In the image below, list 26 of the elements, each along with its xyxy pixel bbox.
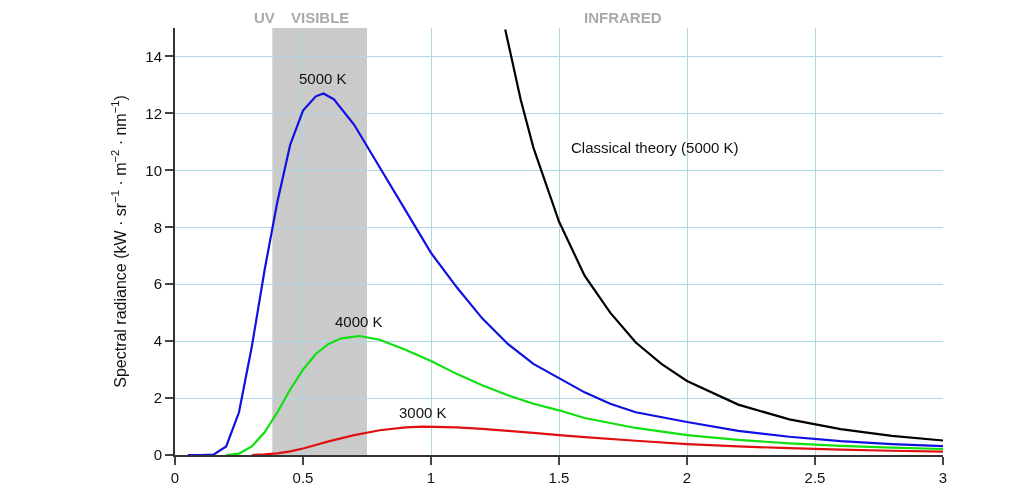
line-series [186, 92, 943, 455]
y-tick-label: 8 [153, 218, 162, 236]
series-label: 4000 K [335, 313, 383, 330]
y-tick-label: 2 [153, 389, 162, 407]
line-series [504, 28, 943, 442]
x-tick-label: 0.5 [292, 469, 314, 486]
y-tick-label: 14 [145, 47, 162, 65]
x-tick-label: 2.5 [804, 469, 826, 486]
x-tick-label: 3 [938, 469, 948, 486]
y-tick-label: 0 [153, 446, 162, 464]
series-label: 3000 K [399, 404, 447, 421]
y-tick-label: 10 [145, 161, 162, 179]
x-tick-label: 2 [682, 469, 692, 486]
text: INFRARED [584, 9, 662, 26]
line-series [250, 425, 943, 455]
text: Classical theory (5000 K) [571, 139, 739, 156]
text: UV [254, 9, 275, 26]
y-tick-label: 12 [145, 104, 162, 122]
x-tick-label: 0 [170, 469, 180, 486]
line-series [225, 334, 943, 455]
y-tick-label: 4 [153, 332, 162, 350]
series-label: 5000 K [299, 70, 347, 87]
x-tick-label: 1 [426, 469, 436, 486]
x-tick-label: 1.5 [548, 469, 570, 486]
band-label: VISIBLE [291, 9, 350, 26]
y-tick-label: 6 [153, 275, 162, 293]
